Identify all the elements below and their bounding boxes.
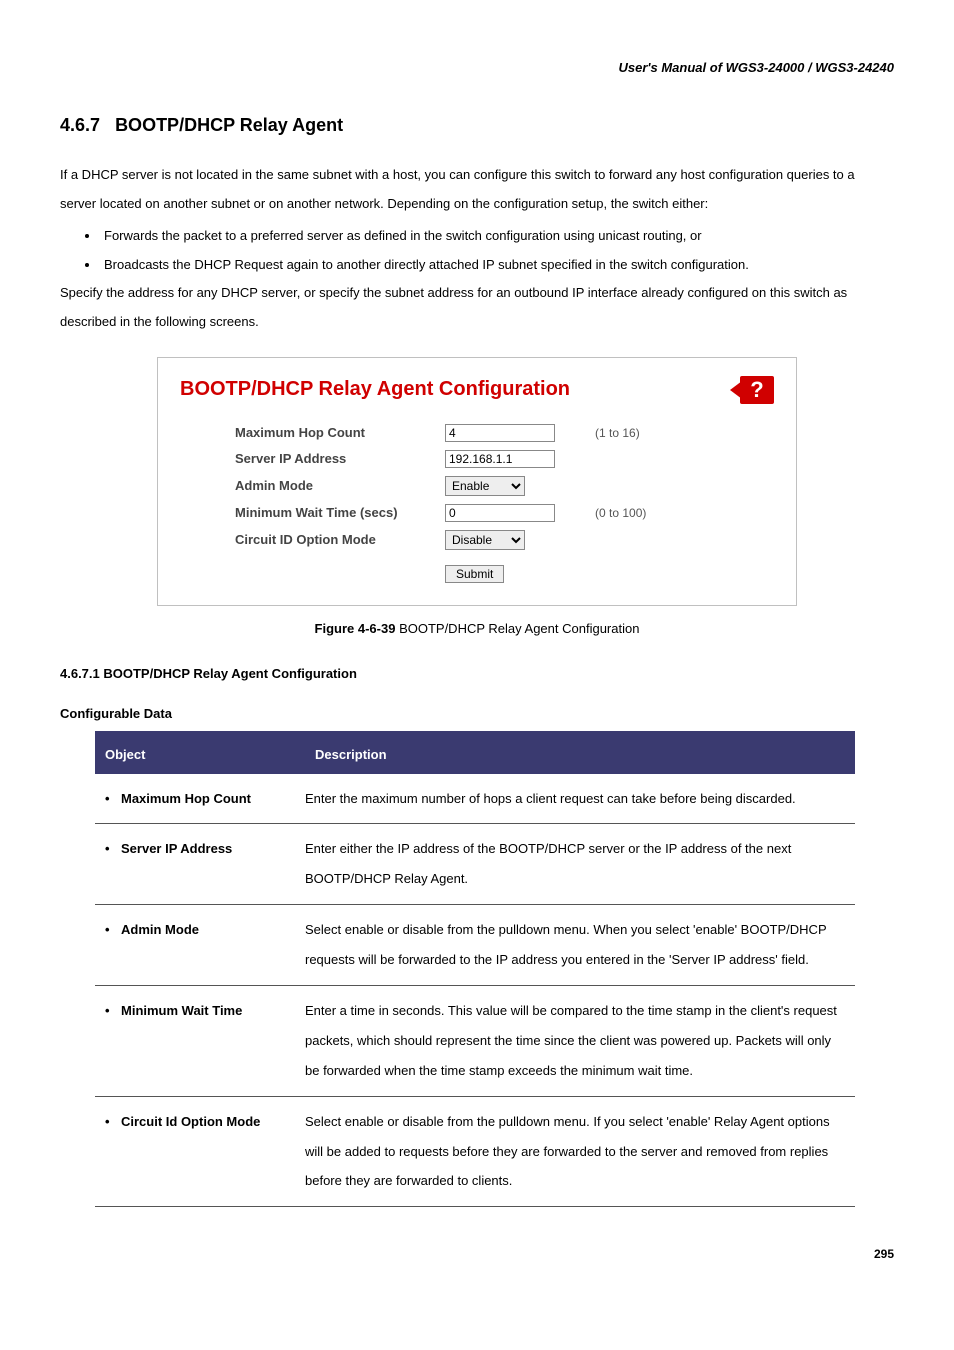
intro-paragraph-2: Specify the address for any DHCP server,… xyxy=(60,279,894,336)
intro-bullet: Broadcasts the DHCP Request again to ano… xyxy=(100,251,894,280)
figure-caption: Figure 4-6-39 BOOTP/DHCP Relay Agent Con… xyxy=(157,621,797,636)
obj-server-ip: Server IP Address xyxy=(95,824,305,905)
section-number: 4.6.7 xyxy=(60,115,100,135)
obj-admin-mode: Admin Mode xyxy=(95,905,305,986)
server-ip-input[interactable] xyxy=(445,450,555,468)
section-heading: 4.6.7 BOOTP/DHCP Relay Agent xyxy=(60,115,894,136)
table-header-object: Object xyxy=(95,733,305,774)
table-heading: Configurable Data xyxy=(60,706,894,721)
server-ip-label: Server IP Address xyxy=(235,451,445,466)
intro-bullet-list: Forwards the packet to a preferred serve… xyxy=(80,222,894,279)
config-data-table: Object Description Maximum Hop Count Ent… xyxy=(95,731,855,1208)
table-row: Admin Mode Select enable or disable from… xyxy=(95,905,855,986)
table-header-description: Description xyxy=(305,733,855,774)
submit-button[interactable]: Submit xyxy=(445,565,504,583)
config-panel: BOOTP/DHCP Relay Agent Configuration ? M… xyxy=(157,357,797,606)
obj-min-wait: Minimum Wait Time xyxy=(95,986,305,1097)
figure-label: Figure 4-6-39 xyxy=(315,621,396,636)
min-wait-hint: (0 to 100) xyxy=(575,506,695,520)
desc-circuit-id: Select enable or disable from the pulldo… xyxy=(305,1096,855,1207)
subsection-heading: 4.6.7.1 BOOTP/DHCP Relay Agent Configura… xyxy=(60,666,894,681)
max-hop-hint: (1 to 16) xyxy=(575,426,695,440)
circuit-id-label: Circuit ID Option Mode xyxy=(235,532,445,547)
max-hop-label: Maximum Hop Count xyxy=(235,425,445,440)
admin-mode-label: Admin Mode xyxy=(235,478,445,493)
config-panel-title: BOOTP/DHCP Relay Agent Configuration xyxy=(180,378,570,401)
section-title-text: BOOTP/DHCP Relay Agent xyxy=(115,115,343,135)
config-figure: BOOTP/DHCP Relay Agent Configuration ? M… xyxy=(157,357,797,636)
circuit-id-select[interactable]: Disable xyxy=(445,530,525,550)
config-form: Maximum Hop Count (1 to 16) Server IP Ad… xyxy=(180,424,774,550)
help-icon[interactable]: ? xyxy=(740,376,774,404)
intro-bullet: Forwards the packet to a preferred serve… xyxy=(100,222,894,251)
intro-paragraph-1: If a DHCP server is not located in the s… xyxy=(60,161,894,218)
table-row: Server IP Address Enter either the IP ad… xyxy=(95,824,855,905)
desc-admin-mode: Select enable or disable from the pulldo… xyxy=(305,905,855,986)
desc-min-wait: Enter a time in seconds. This value will… xyxy=(305,986,855,1097)
min-wait-input[interactable] xyxy=(445,504,555,522)
table-row: Maximum Hop Count Enter the maximum numb… xyxy=(95,774,855,824)
figure-text: BOOTP/DHCP Relay Agent Configuration xyxy=(395,621,639,636)
page-number: 295 xyxy=(60,1247,894,1261)
manual-header: User's Manual of WGS3-24000 / WGS3-24240 xyxy=(60,60,894,75)
obj-circuit-id: Circuit Id Option Mode xyxy=(95,1096,305,1207)
desc-max-hop: Enter the maximum number of hops a clien… xyxy=(305,774,855,824)
admin-mode-select[interactable]: Enable xyxy=(445,476,525,496)
min-wait-label: Minimum Wait Time (secs) xyxy=(235,505,445,520)
obj-max-hop: Maximum Hop Count xyxy=(95,774,305,824)
desc-server-ip: Enter either the IP address of the BOOTP… xyxy=(305,824,855,905)
table-row: Minimum Wait Time Enter a time in second… xyxy=(95,986,855,1097)
table-row: Circuit Id Option Mode Select enable or … xyxy=(95,1096,855,1207)
max-hop-input[interactable] xyxy=(445,424,555,442)
